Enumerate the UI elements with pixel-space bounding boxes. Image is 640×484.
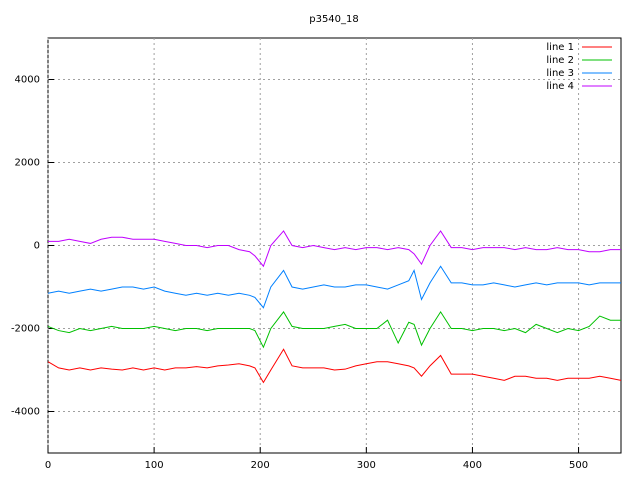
legend-label: line 3 bbox=[546, 68, 574, 79]
y-tick-label: 0 bbox=[34, 241, 40, 252]
x-tick-label: 100 bbox=[145, 460, 164, 471]
x-tick-label: 400 bbox=[463, 460, 482, 471]
y-tick-label: 2000 bbox=[15, 158, 40, 169]
x-tick-label: 300 bbox=[357, 460, 376, 471]
legend-label: line 1 bbox=[546, 42, 574, 53]
line-series bbox=[47, 310, 621, 349]
x-tick-label: 0 bbox=[45, 460, 51, 471]
line-series bbox=[47, 265, 621, 309]
legend-label: line 4 bbox=[546, 81, 574, 92]
line-series bbox=[47, 348, 622, 384]
chart-title: p3540_18 bbox=[309, 14, 359, 25]
x-tick-label: 500 bbox=[569, 460, 588, 471]
line-series bbox=[48, 230, 621, 268]
x-tick-label: 200 bbox=[251, 460, 270, 471]
y-tick-label: -4000 bbox=[11, 407, 40, 418]
y-tick-label: -2000 bbox=[11, 324, 40, 335]
legend-label: line 2 bbox=[546, 55, 574, 66]
y-tick-label: 4000 bbox=[15, 75, 40, 86]
